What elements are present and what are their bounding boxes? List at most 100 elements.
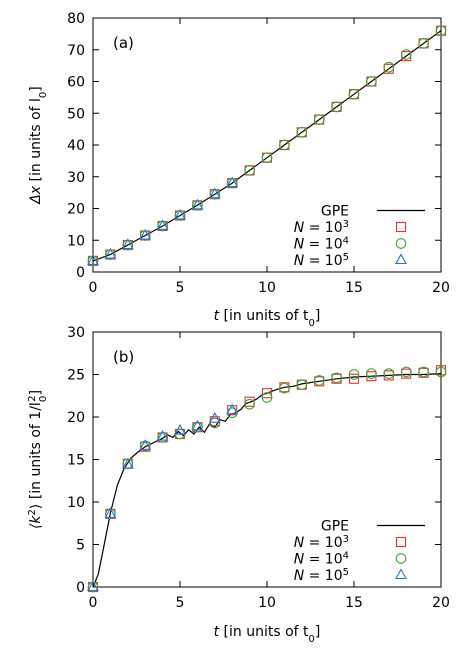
y-tick-label: 25 [67,368,85,384]
legend-eq: = 10 [304,535,342,551]
legend-var: N [294,535,305,551]
y-tick-label: 20 [67,410,85,426]
x-tick-label: 20 [432,280,450,296]
circle-marker [296,379,308,391]
x-tick-label: 5 [176,595,185,611]
x-axis-text: [in units of t [219,624,309,640]
circle-marker [383,368,395,380]
y-axis-end: ] [28,390,44,395]
y-axis-var: ⟨k [28,515,44,529]
x-tick-label: 10 [258,595,276,611]
circle-marker [261,392,273,403]
gpe-line [92,30,442,262]
y-axis-text: ⟩ [in units of 1/l [28,402,44,509]
square-marker [348,373,360,384]
triangle-marker [226,403,239,415]
circle-marker [192,421,203,433]
circle-marker [261,152,273,164]
circle-marker [279,139,290,151]
legend-name: GPE [321,204,349,220]
triangle-marker [156,429,169,441]
circle-marker [331,101,342,113]
y-tick-label: 80 [67,11,85,27]
legend-label: GPE [321,204,349,220]
legend-label: N = 103 [294,219,349,237]
y-tick-label: 10 [67,233,85,249]
triangle-marker [121,457,134,469]
legend-label: N = 104 [294,550,349,568]
circle-marker [331,372,342,384]
circle-marker [366,76,377,87]
legend-exp: 4 [343,550,349,561]
y-axis-sub: 0 [38,92,49,98]
series-1 [87,365,447,593]
x-tick-label: 0 [89,280,98,296]
legend-var: N [294,253,305,269]
y-tick-label: 0 [76,265,85,281]
panel-label: (b) [113,348,134,366]
legend-var: N [294,568,305,584]
triangle-marker [139,439,152,450]
series-3 [87,176,239,265]
x-axis-end: ] [315,308,320,324]
triangle-marker [104,507,117,518]
triangle-marker [395,253,407,265]
circle-marker [366,368,377,380]
y-axis-var: Δx [28,185,44,205]
series-2 [87,25,447,267]
triangle-marker [104,247,117,259]
triangle-marker [174,208,186,220]
legend-var: N [294,552,305,568]
y-tick-label: 70 [67,43,85,59]
circle-marker [244,165,255,176]
circle-marker [313,375,325,386]
x-axis-label: t [in units of t0] [214,624,321,645]
triangle-marker [87,580,99,592]
triangle-marker [226,176,239,188]
triangle-marker [121,238,134,250]
legend-exp: 3 [343,534,349,545]
circle-marker [348,88,360,100]
gpe-line [92,373,442,588]
triangle-marker [208,412,221,423]
legend-exp: 4 [343,235,349,246]
y-axis-sub: 0 [38,396,49,402]
circle-marker [400,366,412,378]
y-tick-label: 30 [67,325,85,341]
x-axis-text: [in units of t [219,308,309,324]
legend-name: GPE [321,519,349,535]
circle-marker [296,126,308,138]
triangle-marker [87,254,99,265]
x-axis-sub: 0 [309,634,315,645]
panel-label: (a) [113,34,134,52]
triangle-marker [208,187,221,199]
square-marker [395,221,407,233]
legend-label: N = 105 [294,252,349,270]
x-axis-label: t [in units of t0] [214,308,321,329]
circle-marker [435,25,447,37]
y-axis-end: ] [28,86,44,91]
series-0 [92,373,442,588]
plot-frame [92,17,442,273]
series-2 [87,366,447,593]
series-0 [92,30,442,262]
legend-exp: 5 [343,252,349,263]
legend-label: N = 104 [294,235,349,253]
circle-marker [418,366,429,378]
circle-marker [157,432,168,443]
legend-eq: = 10 [304,220,342,236]
y-tick-label: 0 [76,580,85,596]
y-axis-label: ⟨k2⟩ [in units of 1/l02] [27,390,49,529]
y-tick-label: 15 [67,453,85,469]
circle-marker [279,382,290,394]
legend-label: N = 103 [294,534,349,552]
y-tick-label: 30 [67,170,85,186]
x-axis-var: t [214,308,220,324]
circle-marker [244,398,255,410]
circle-marker [209,417,221,429]
legend-var: N [294,220,305,236]
series-3 [87,403,239,592]
y-tick-label: 60 [67,75,85,91]
